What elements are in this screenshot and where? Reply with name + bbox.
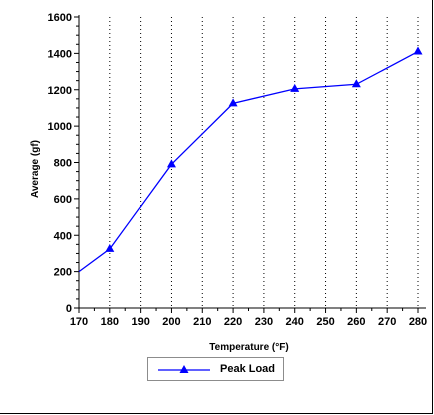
x-tick-label-260: 260 xyxy=(347,316,365,328)
legend-triangle-marker xyxy=(179,365,189,373)
x-tick-label-190: 190 xyxy=(131,316,149,328)
y-axis-ticks: 0 200 400 600 800 1000 1200 1400 1600 xyxy=(48,12,79,315)
x-tick-label-250: 250 xyxy=(316,316,334,328)
x-tick-label-280: 280 xyxy=(409,316,427,328)
data-point-marker xyxy=(166,159,176,168)
x-axis-title: Temperature (°F) xyxy=(209,342,288,353)
x-tick-label-200: 200 xyxy=(162,316,180,328)
series-group xyxy=(78,46,423,273)
legend-label-peak-load: Peak Load xyxy=(220,363,276,375)
data-point-marker xyxy=(290,83,300,92)
series-line xyxy=(78,50,419,273)
data-point-marker xyxy=(351,79,361,88)
x-tick-label-240: 240 xyxy=(286,316,304,328)
vertical-gridlines xyxy=(109,17,419,308)
data-point-marker xyxy=(105,243,115,252)
y-tick-label-1400: 1400 xyxy=(48,48,72,60)
axes xyxy=(78,15,426,309)
x-tick-label-220: 220 xyxy=(224,316,242,328)
x-tick-label-180: 180 xyxy=(101,316,119,328)
y-tick-label-1600: 1600 xyxy=(48,12,72,24)
y-tick-label-400: 400 xyxy=(54,230,72,242)
legend: Peak Load xyxy=(147,357,284,381)
series-0 xyxy=(78,46,423,273)
data-point-marker xyxy=(228,98,238,107)
legend-swatch xyxy=(158,365,210,373)
x-tick-label-230: 230 xyxy=(255,316,273,328)
y-tick-label-600: 600 xyxy=(54,194,72,206)
y-tick-label-800: 800 xyxy=(54,158,72,170)
y-tick-label-1000: 1000 xyxy=(48,121,72,133)
x-tick-label-210: 210 xyxy=(193,316,211,328)
y-tick-label-1200: 1200 xyxy=(48,85,72,97)
x-tick-label-270: 270 xyxy=(378,316,396,328)
x-axis-ticks: 170 180 190 200 210 220 230 240 250 260 270 280 xyxy=(70,308,427,328)
y-axis-title: Average (gf) xyxy=(30,140,41,198)
y-tick-label-0: 0 xyxy=(66,303,72,315)
x-tick-label-170: 170 xyxy=(70,316,88,328)
y-tick-label-200: 200 xyxy=(54,267,72,279)
data-point-marker xyxy=(413,46,423,55)
